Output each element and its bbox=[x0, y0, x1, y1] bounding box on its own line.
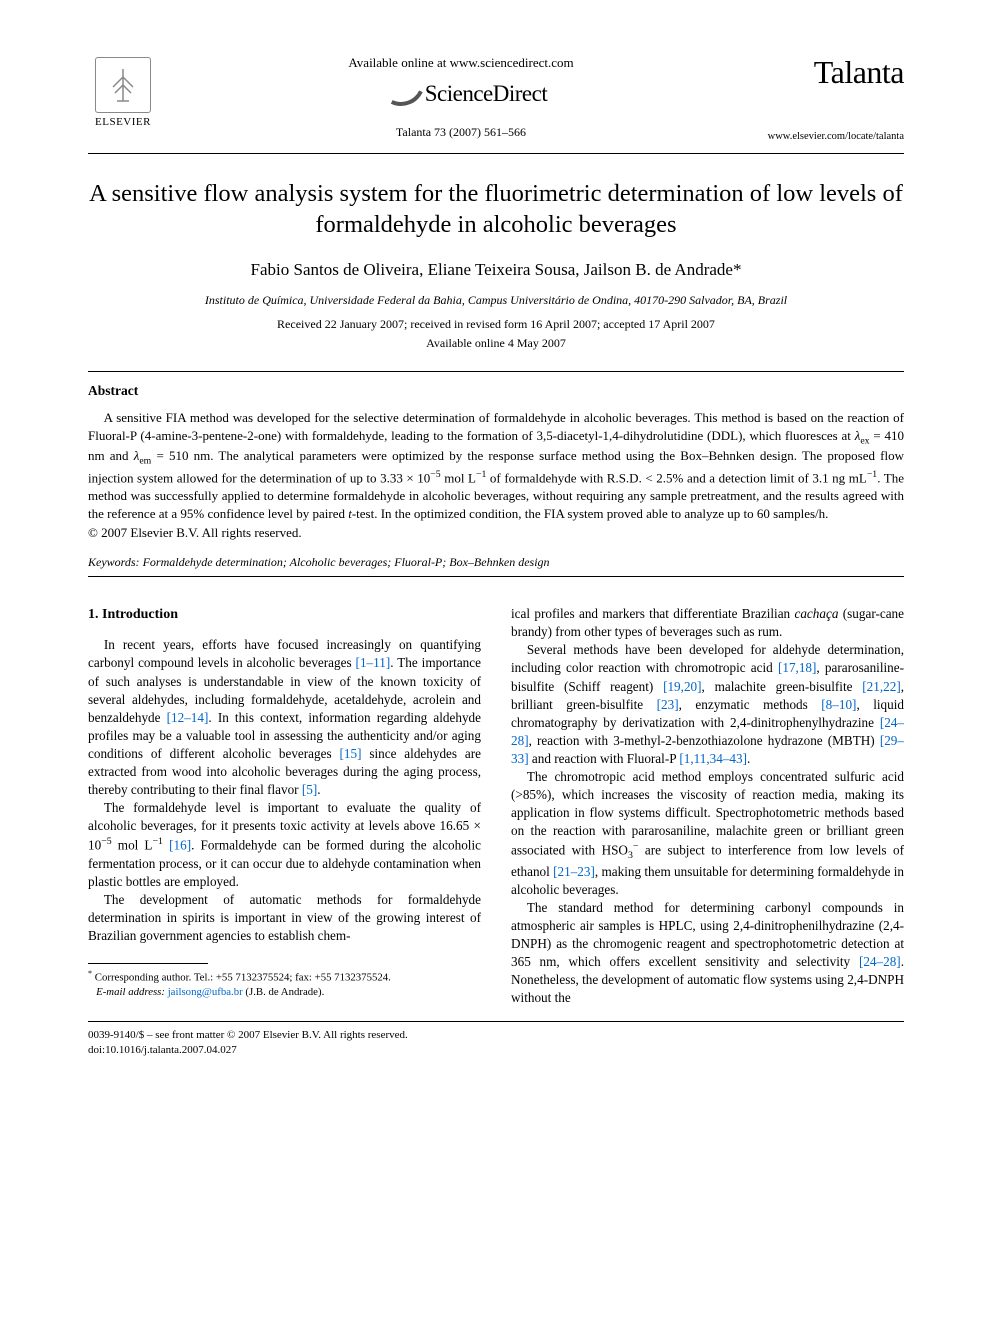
footnote-block: * Corresponding author. Tel.: +55 713237… bbox=[88, 969, 481, 1000]
footer-doi[interactable]: doi:10.1016/j.talanta.2007.04.027 bbox=[88, 1043, 904, 1058]
journal-logo-block: Talanta www.elsevier.com/locate/talanta bbox=[764, 50, 904, 145]
center-header: Available online at www.sciencedirect.co… bbox=[158, 50, 764, 140]
available-online-text: Available online at www.sciencedirect.co… bbox=[158, 54, 764, 72]
intro-p1-cont: ical profiles and markers that different… bbox=[511, 605, 904, 641]
body-columns: 1. Introduction In recent years, efforts… bbox=[88, 605, 904, 1007]
header-rule bbox=[88, 153, 904, 154]
intro-p4: Several methods have been developed for … bbox=[511, 641, 904, 768]
italic-term: cachaça bbox=[794, 606, 838, 621]
authors-text: Fabio Santos de Oliveira, Eliane Teixeir… bbox=[251, 260, 733, 279]
ref-link[interactable]: [17,18] bbox=[778, 660, 816, 675]
keywords-label: Keywords: bbox=[88, 555, 140, 569]
ref-link[interactable]: [23] bbox=[657, 697, 679, 712]
text: , reaction with 3-methyl-2-benzothiazolo… bbox=[529, 733, 880, 748]
footer-block: 0039-9140/$ – see front matter © 2007 El… bbox=[88, 1028, 904, 1058]
abstract-paragraph: A sensitive FIA method was developed for… bbox=[88, 409, 904, 522]
footer-line1: 0039-9140/$ – see front matter © 2007 El… bbox=[88, 1028, 904, 1043]
corr-text: Corresponding author. Tel.: +55 71323755… bbox=[95, 972, 391, 984]
email-link[interactable]: jailsong@ufba.br bbox=[168, 986, 243, 998]
intro-p6: The standard method for determining carb… bbox=[511, 899, 904, 1007]
text: , enzymatic methods bbox=[679, 697, 822, 712]
page-header: ELSEVIER Available online at www.science… bbox=[88, 50, 904, 145]
ref-link[interactable]: [1,11,34–43] bbox=[679, 751, 747, 766]
ref-link[interactable]: [1–11] bbox=[356, 655, 391, 670]
intro-p2: The formaldehyde level is important to e… bbox=[88, 799, 481, 891]
sciencedirect-text: ScienceDirect bbox=[425, 78, 547, 110]
intro-p1-text5: . bbox=[317, 782, 320, 797]
abstract-top-rule bbox=[88, 371, 904, 372]
intro-p2-text2: mol L bbox=[112, 838, 153, 853]
authors-line: Fabio Santos de Oliveira, Eliane Teixeir… bbox=[88, 258, 904, 281]
ref-link[interactable]: [16] bbox=[169, 838, 191, 853]
ref-link[interactable]: [12–14] bbox=[167, 710, 209, 725]
elsevier-logo: ELSEVIER bbox=[88, 50, 158, 130]
exp: −5 bbox=[101, 836, 112, 847]
abstract-copyright: © 2007 Elsevier B.V. All rights reserved… bbox=[88, 524, 904, 542]
corresponding-mark: * bbox=[733, 260, 742, 279]
email-line: E-mail address: jailsong@ufba.br (J.B. d… bbox=[88, 985, 481, 1000]
text: and reaction with Fluoral-P bbox=[529, 751, 680, 766]
footnote-rule bbox=[88, 963, 208, 964]
journal-url[interactable]: www.elsevier.com/locate/talanta bbox=[764, 130, 904, 144]
sciencedirect-swoosh-icon bbox=[375, 80, 419, 108]
footer-rule bbox=[88, 1021, 904, 1022]
elsevier-label: ELSEVIER bbox=[95, 115, 151, 130]
intro-p1: In recent years, efforts have focused in… bbox=[88, 636, 481, 799]
ref-link[interactable]: [24–28] bbox=[859, 954, 901, 969]
corresponding-author-note: * Corresponding author. Tel.: +55 713237… bbox=[88, 969, 481, 985]
keywords-text: Formaldehyde determination; Alcoholic be… bbox=[143, 555, 550, 569]
keywords-line: Keywords: Formaldehyde determination; Al… bbox=[88, 554, 904, 571]
article-title: A sensitive flow analysis system for the… bbox=[88, 178, 904, 241]
abstract-heading: Abstract bbox=[88, 382, 904, 401]
text: ical profiles and markers that different… bbox=[511, 606, 794, 621]
dates-line: Received 22 January 2007; received in re… bbox=[88, 316, 904, 333]
exp: −1 bbox=[152, 836, 163, 847]
elsevier-tree-icon bbox=[95, 57, 151, 113]
ref-link[interactable]: [21,22] bbox=[862, 679, 900, 694]
ref-link[interactable]: [15] bbox=[339, 746, 361, 761]
left-column: 1. Introduction In recent years, efforts… bbox=[88, 605, 481, 1007]
abstract-bottom-rule bbox=[88, 576, 904, 577]
journal-logo-text: Talanta bbox=[764, 50, 904, 94]
email-label: E-mail address: bbox=[96, 986, 165, 998]
email-name: (J.B. de Andrade). bbox=[245, 986, 324, 998]
ref-link[interactable]: [5] bbox=[302, 782, 317, 797]
text: . bbox=[747, 751, 750, 766]
abstract-body: A sensitive FIA method was developed for… bbox=[88, 409, 904, 542]
text: , malachite green-bisulfite bbox=[702, 679, 863, 694]
available-date: Available online 4 May 2007 bbox=[88, 335, 904, 352]
intro-p5: The chromotropic acid method employs con… bbox=[511, 768, 904, 899]
sciencedirect-logo: ScienceDirect bbox=[158, 78, 764, 110]
right-column: ical profiles and markers that different… bbox=[511, 605, 904, 1007]
affiliation: Instituto de Química, Universidade Feder… bbox=[88, 292, 904, 309]
section-1-heading: 1. Introduction bbox=[88, 605, 481, 624]
journal-reference: Talanta 73 (2007) 561–566 bbox=[158, 124, 764, 141]
intro-p3: The development of automatic methods for… bbox=[88, 891, 481, 945]
text: The standard method for determining carb… bbox=[511, 900, 904, 969]
ref-link[interactable]: [21–23] bbox=[553, 864, 595, 879]
ref-link[interactable]: [8–10] bbox=[821, 697, 856, 712]
ref-link[interactable]: [19,20] bbox=[663, 679, 701, 694]
